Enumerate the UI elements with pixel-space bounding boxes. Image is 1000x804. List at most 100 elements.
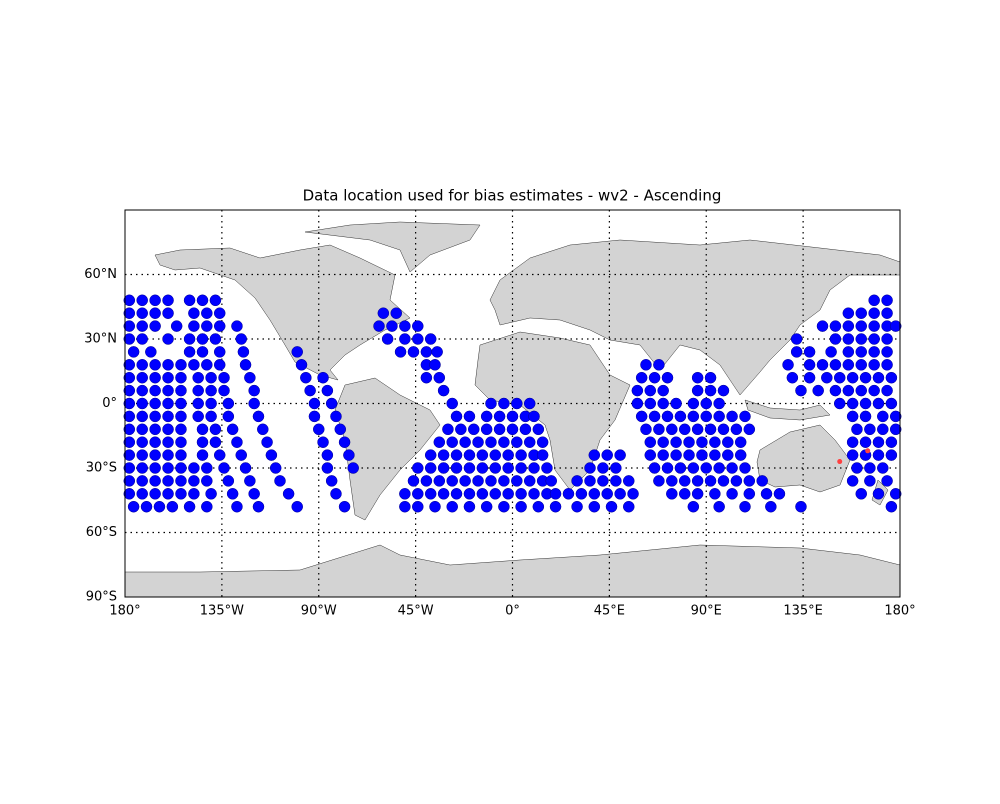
data-point	[175, 449, 187, 461]
data-point	[885, 371, 898, 384]
data-point	[528, 462, 540, 474]
data-point	[717, 475, 730, 487]
data-point	[446, 436, 458, 448]
data-point	[175, 488, 187, 500]
data-point	[842, 384, 855, 397]
data-point	[226, 423, 239, 436]
data-point	[175, 423, 187, 436]
data-point	[881, 346, 893, 358]
data-point	[506, 423, 519, 436]
data-point	[653, 359, 665, 371]
data-point	[442, 423, 454, 436]
data-point	[433, 436, 446, 448]
data-point	[803, 371, 816, 384]
data-point	[803, 346, 816, 358]
data-point	[480, 423, 493, 436]
data-point	[868, 384, 880, 397]
data-point	[855, 384, 867, 397]
data-point	[528, 410, 540, 423]
data-point	[175, 410, 187, 423]
data-point	[868, 359, 880, 371]
data-point	[188, 307, 200, 319]
data-point	[183, 346, 196, 358]
y-tick-label: 30°S	[86, 461, 117, 476]
data-point	[188, 359, 200, 371]
data-point	[175, 436, 187, 448]
data-point	[889, 320, 902, 332]
data-point	[678, 423, 691, 436]
data-point	[390, 307, 402, 319]
data-point	[205, 488, 217, 500]
data-point	[459, 436, 471, 448]
data-point	[865, 448, 871, 454]
data-point	[257, 423, 269, 436]
data-point	[872, 449, 885, 461]
data-point	[627, 488, 639, 500]
data-point	[317, 371, 329, 384]
data-point	[851, 423, 863, 436]
data-point	[601, 449, 613, 461]
data-point	[334, 423, 347, 436]
data-point	[192, 371, 204, 384]
data-point	[149, 371, 161, 384]
data-point	[123, 294, 136, 307]
data-point	[237, 346, 250, 358]
north-america	[154, 244, 411, 381]
data-point	[575, 488, 588, 500]
data-point	[433, 475, 446, 487]
data-point	[136, 397, 148, 410]
data-point	[201, 475, 213, 487]
data-point	[623, 475, 635, 487]
data-point	[687, 500, 700, 513]
data-point	[726, 462, 738, 474]
data-point	[463, 449, 476, 461]
data-point	[140, 500, 153, 513]
data-point	[489, 488, 502, 500]
data-point	[347, 462, 359, 474]
data-point	[691, 371, 704, 384]
data-point	[519, 423, 532, 436]
data-point	[424, 462, 437, 474]
data-point	[730, 475, 743, 487]
data-point	[162, 333, 174, 345]
data-point	[549, 500, 562, 513]
data-point	[846, 436, 859, 448]
data-point	[868, 294, 880, 307]
data-point	[412, 462, 424, 474]
data-point	[213, 307, 226, 319]
eurasia	[489, 239, 901, 396]
data-point	[162, 371, 174, 384]
data-point	[145, 346, 157, 358]
data-point	[666, 488, 678, 500]
data-point	[183, 500, 196, 513]
data-point	[610, 462, 622, 474]
data-point	[295, 359, 308, 371]
data-point	[648, 410, 661, 423]
data-point	[123, 475, 136, 487]
data-point	[175, 462, 187, 474]
data-point	[149, 449, 161, 461]
data-point	[614, 488, 626, 500]
data-point	[244, 371, 256, 384]
y-tick-label: 0°	[102, 396, 117, 411]
data-point	[412, 333, 424, 345]
data-point	[485, 475, 497, 487]
data-point	[610, 475, 622, 487]
data-point	[123, 397, 136, 410]
data-point	[713, 410, 725, 423]
data-point	[136, 371, 148, 384]
data-point	[584, 462, 596, 474]
data-point	[704, 371, 717, 384]
data-point	[837, 459, 843, 465]
data-point	[343, 449, 355, 461]
data-point	[683, 449, 695, 461]
data-point	[670, 397, 682, 410]
data-point	[795, 384, 807, 397]
data-point	[261, 436, 273, 448]
data-point	[536, 449, 549, 461]
data-point	[162, 384, 174, 397]
data-point	[713, 462, 725, 474]
data-point	[149, 307, 161, 319]
data-point	[614, 449, 626, 461]
